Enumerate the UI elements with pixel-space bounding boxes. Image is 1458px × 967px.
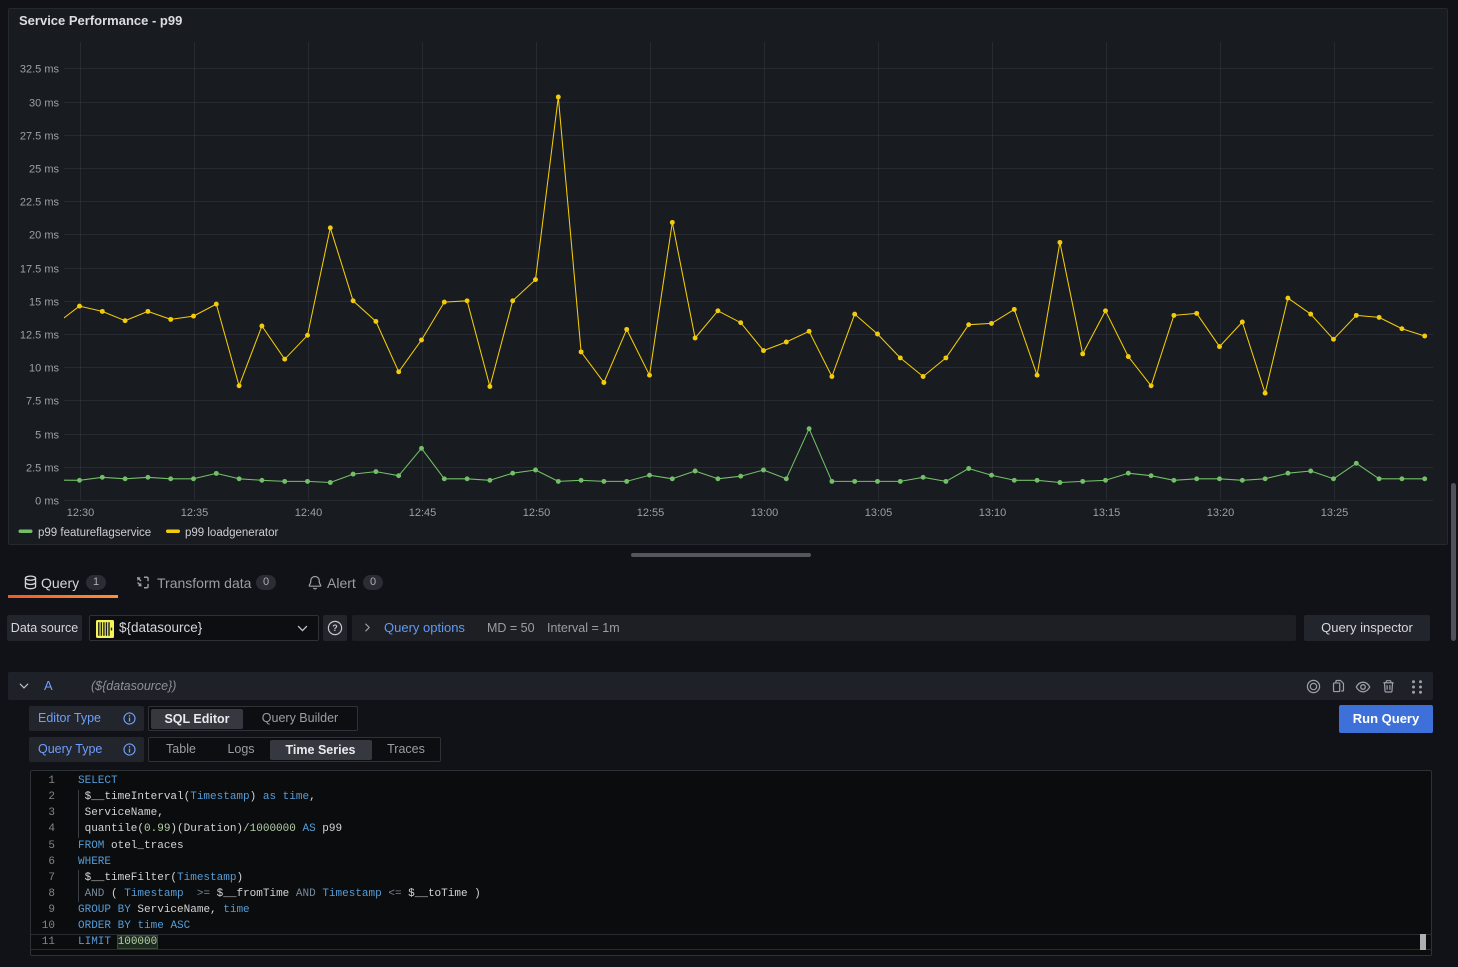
- svg-text:2.5 ms: 2.5 ms: [26, 463, 60, 475]
- svg-text:p99 featureflagservice: p99 featureflagservice: [38, 527, 151, 539]
- svg-text:22.5 ms: 22.5 ms: [20, 197, 60, 209]
- svg-text:30 ms: 30 ms: [29, 98, 59, 110]
- svg-text:32.5 ms: 32.5 ms: [20, 64, 60, 76]
- svg-text:12:30: 12:30: [67, 507, 95, 519]
- svg-text:25 ms: 25 ms: [29, 164, 59, 176]
- svg-text:13:15: 13:15: [1093, 507, 1121, 519]
- svg-text:12.5 ms: 12.5 ms: [20, 330, 60, 342]
- svg-text:13:00: 13:00: [751, 507, 779, 519]
- svg-text:12:35: 12:35: [181, 507, 209, 519]
- svg-text:12:55: 12:55: [637, 507, 665, 519]
- svg-text:13:10: 13:10: [979, 507, 1007, 519]
- svg-text:0 ms: 0 ms: [35, 496, 59, 508]
- svg-text:7.5 ms: 7.5 ms: [26, 396, 60, 408]
- svg-text:p99 loadgenerator: p99 loadgenerator: [185, 527, 279, 539]
- svg-text:27.5 ms: 27.5 ms: [20, 131, 60, 143]
- svg-text:10 ms: 10 ms: [29, 363, 59, 375]
- svg-text:17.5 ms: 17.5 ms: [20, 264, 60, 276]
- svg-text:12:50: 12:50: [523, 507, 551, 519]
- svg-text:20 ms: 20 ms: [29, 230, 59, 242]
- svg-text:5 ms: 5 ms: [35, 430, 59, 442]
- svg-text:13:05: 13:05: [865, 507, 893, 519]
- svg-text:12:40: 12:40: [295, 507, 323, 519]
- svg-text:?: ?: [332, 623, 338, 633]
- svg-text:15 ms: 15 ms: [29, 297, 59, 309]
- svg-text:13:20: 13:20: [1207, 507, 1235, 519]
- svg-text:13:25: 13:25: [1321, 507, 1349, 519]
- svg-text:12:45: 12:45: [409, 507, 437, 519]
